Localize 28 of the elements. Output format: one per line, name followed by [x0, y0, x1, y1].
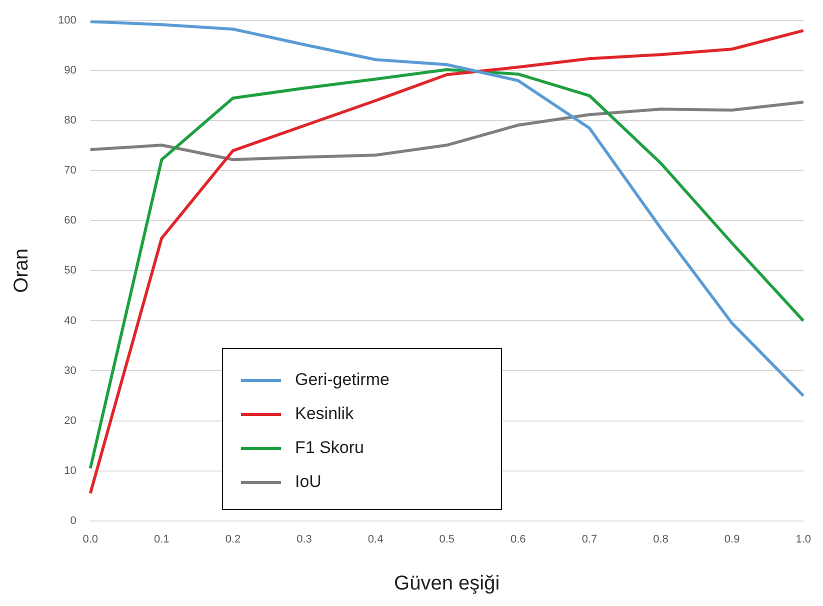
y-tick-label: 10 — [64, 464, 76, 477]
x-tick-label: 1.0 — [796, 533, 812, 546]
y-tick-label: 60 — [64, 214, 76, 227]
x-tick-label: 0.6 — [510, 533, 526, 546]
x-tick-label: 0.8 — [653, 533, 668, 546]
y-tick-label: 20 — [64, 414, 76, 427]
x-tick-label: 0.9 — [724, 533, 740, 546]
y-tick-label: 90 — [64, 64, 76, 77]
x-tick-label: 0.3 — [296, 533, 312, 546]
x-tick-label: 0.2 — [225, 533, 241, 546]
legend-label: F1 Skoru — [295, 438, 364, 458]
x-tick-label: 0.4 — [368, 533, 384, 546]
y-tick-label: 80 — [64, 114, 76, 127]
y-axis-title: Oran — [10, 248, 33, 293]
legend-label: Geri-getirme — [295, 370, 390, 390]
y-tick-label: 70 — [64, 164, 76, 177]
x-tick-label: 0.7 — [582, 533, 598, 546]
y-tick-label: 100 — [58, 14, 76, 27]
y-tick-label: 50 — [64, 264, 76, 277]
y-tick-label: 30 — [64, 364, 76, 377]
x-tick-label: 0.0 — [82, 533, 98, 546]
legend-label: IoU — [295, 472, 322, 492]
legend-label: Kesinlik — [295, 404, 354, 424]
x-axis-title: Güven eşiği — [394, 572, 500, 595]
x-tick-label: 0.1 — [154, 533, 170, 546]
x-tick-label: 0.5 — [439, 533, 454, 546]
y-tick-label: 40 — [64, 314, 76, 327]
y-tick-label: 0 — [70, 514, 76, 527]
